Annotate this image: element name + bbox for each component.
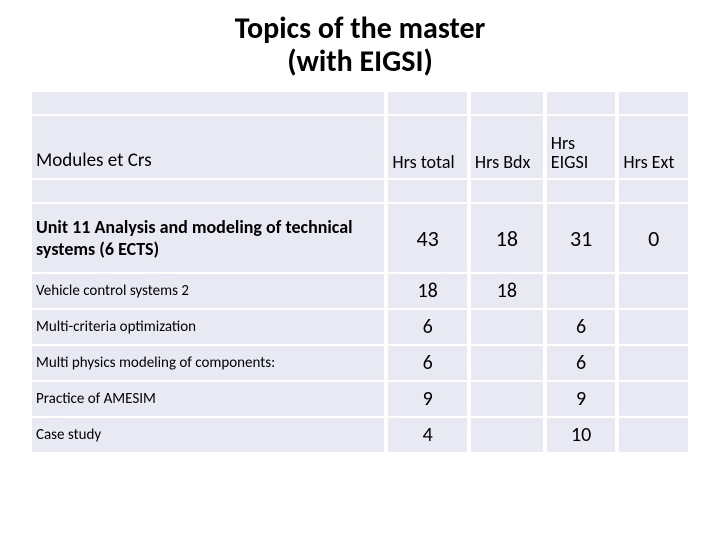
page-title: Topics of the master (with EIGSI) bbox=[0, 0, 720, 78]
col-header-hrs-ext: Hrs Ext bbox=[617, 115, 690, 179]
spacer-cell bbox=[545, 179, 618, 203]
row-hrs-eigsi: 10 bbox=[545, 417, 618, 453]
row-label: Case study bbox=[30, 417, 386, 453]
unit-label: Unit 11 Analysis and modeling of technic… bbox=[30, 203, 386, 273]
table-row: Case study4 10 bbox=[30, 417, 690, 453]
spacer-cell bbox=[469, 179, 545, 203]
row-hrs-eigsi: 6 bbox=[545, 345, 618, 381]
row-hrs-eigsi: 9 bbox=[545, 381, 618, 417]
row-hrs-bdx bbox=[469, 417, 545, 453]
spacer-cell bbox=[545, 91, 618, 115]
row-hrs-total: 9 bbox=[386, 381, 469, 417]
row-hrs-ext bbox=[617, 309, 690, 345]
unit-hrs-bdx: 18 bbox=[469, 203, 545, 273]
row-hrs-ext bbox=[617, 273, 690, 309]
spacer-cell bbox=[617, 91, 690, 115]
row-hrs-eigsi: 6 bbox=[545, 309, 618, 345]
col-header-modules: Modules et Crs bbox=[30, 115, 386, 179]
col-header-hrs-total: Hrs total bbox=[386, 115, 469, 179]
table-row: Multi physics modeling of components:66 bbox=[30, 345, 690, 381]
row-hrs-total: 18 bbox=[386, 273, 469, 309]
spacer-cell bbox=[30, 179, 386, 203]
col-header-hrs-eigsi: HrsEIGSI bbox=[545, 115, 618, 179]
table-row: Multi-criteria optimization66 bbox=[30, 309, 690, 345]
spacer-row bbox=[30, 179, 690, 203]
unit-hrs-total: 43 bbox=[386, 203, 469, 273]
spacer-cell bbox=[386, 179, 469, 203]
row-label: Multi-criteria optimization bbox=[30, 309, 386, 345]
row-hrs-total: 6 bbox=[386, 345, 469, 381]
row-hrs-ext bbox=[617, 345, 690, 381]
unit-hrs-eigsi: 31 bbox=[545, 203, 618, 273]
row-hrs-ext bbox=[617, 417, 690, 453]
row-label: Practice of AMESIM bbox=[30, 381, 386, 417]
spacer-cell bbox=[30, 91, 386, 115]
title-line-2: (with EIGSI) bbox=[0, 45, 720, 78]
row-hrs-total: 6 bbox=[386, 309, 469, 345]
header-row: Modules et CrsHrs totalHrs BdxHrsEIGSIHr… bbox=[30, 115, 690, 179]
row-hrs-bdx bbox=[469, 381, 545, 417]
table-row: Vehicle control systems 21818 bbox=[30, 273, 690, 309]
table-container: Modules et CrsHrs totalHrs BdxHrsEIGSIHr… bbox=[0, 78, 720, 454]
row-hrs-bdx bbox=[469, 345, 545, 381]
row-hrs-ext bbox=[617, 381, 690, 417]
row-hrs-bdx bbox=[469, 309, 545, 345]
row-hrs-bdx: 18 bbox=[469, 273, 545, 309]
spacer-cell bbox=[617, 179, 690, 203]
row-hrs-eigsi bbox=[545, 273, 618, 309]
spacer-row bbox=[30, 91, 690, 115]
modules-table: Modules et CrsHrs totalHrs BdxHrsEIGSIHr… bbox=[28, 90, 692, 454]
unit-row: Unit 11 Analysis and modeling of technic… bbox=[30, 203, 690, 273]
unit-hrs-ext: 0 bbox=[617, 203, 690, 273]
col-header-hrs-bdx: Hrs Bdx bbox=[469, 115, 545, 179]
table-row: Practice of AMESIM99 bbox=[30, 381, 690, 417]
spacer-cell bbox=[469, 91, 545, 115]
row-label: Vehicle control systems 2 bbox=[30, 273, 386, 309]
row-label: Multi physics modeling of components: bbox=[30, 345, 386, 381]
spacer-cell bbox=[386, 91, 469, 115]
title-line-1: Topics of the master bbox=[0, 12, 720, 45]
row-hrs-total: 4 bbox=[386, 417, 469, 453]
